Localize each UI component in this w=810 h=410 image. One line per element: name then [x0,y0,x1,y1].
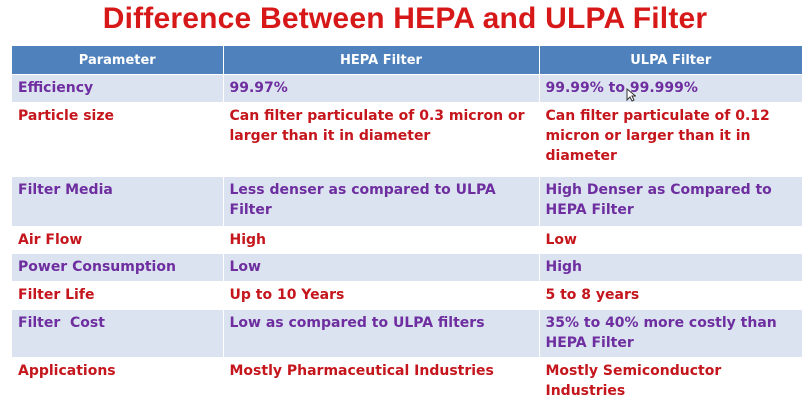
cell-hepa: Mostly Pharmaceutical Industries [223,357,540,404]
table-header-row: Parameter HEPA Filter ULPA Filter [12,46,802,75]
cell-hepa: Can filter particulate of 0.3 micron or … [223,102,540,177]
header-hepa-filter: HEPA Filter [223,46,540,75]
table-row: Air Flow High Low [12,226,802,254]
table-row: Filter Life Up to 10 Years 5 to 8 years [12,281,802,310]
table-row: Particle size Can filter particulate of … [12,102,802,177]
page-title: Difference Between HEPA and ULPA Filter [102,2,708,35]
table-row: Efficiency 99.97% 99.99% to 99.999% [12,74,802,103]
cell-hepa: Up to 10 Years [223,281,540,310]
comparison-table: Parameter HEPA Filter ULPA Filter Effici… [12,46,802,404]
table-row: Applications Mostly Pharmaceutical Indus… [12,357,802,404]
mouse-pointer-icon [626,88,636,102]
header-parameter: Parameter [12,46,224,75]
cell-ulpa: 5 to 8 years [539,281,802,310]
cell-hepa: Less denser as compared to ULPA Filter [223,176,540,227]
cell-parameter: Filter Cost [12,309,224,358]
cell-parameter: Filter Life [12,281,224,310]
cell-ulpa: 35% to 40% more costly than HEPA Filter [539,309,802,358]
cell-parameter: Power Consumption [12,253,224,282]
cell-hepa: 99.97% [223,74,540,103]
cell-hepa: Low as compared to ULPA filters [223,309,540,358]
cell-ulpa: High Denser as Compared to HEPA Filter [539,176,802,227]
cell-parameter: Applications [12,357,224,404]
table-row: Filter Media Less denser as compared to … [12,176,802,227]
header-ulpa-filter: ULPA Filter [539,46,802,75]
table-row: Power Consumption Low High [12,253,802,282]
cell-hepa: Low [223,253,540,282]
table-row: Filter Cost Low as compared to ULPA filt… [12,309,802,358]
cell-ulpa: Low [539,226,802,254]
cell-parameter: Particle size [12,102,224,177]
cell-parameter: Efficiency [12,74,224,103]
cell-ulpa: Mostly Semiconductor Industries [539,357,802,404]
cell-ulpa: Can filter particulate of 0.12 micron or… [539,102,802,177]
cell-parameter: Air Flow [12,226,224,254]
cell-ulpa: High [539,253,802,282]
cell-parameter: Filter Media [12,176,224,227]
cell-ulpa: 99.99% to 99.999% [539,74,802,103]
cell-hepa: High [223,226,540,254]
